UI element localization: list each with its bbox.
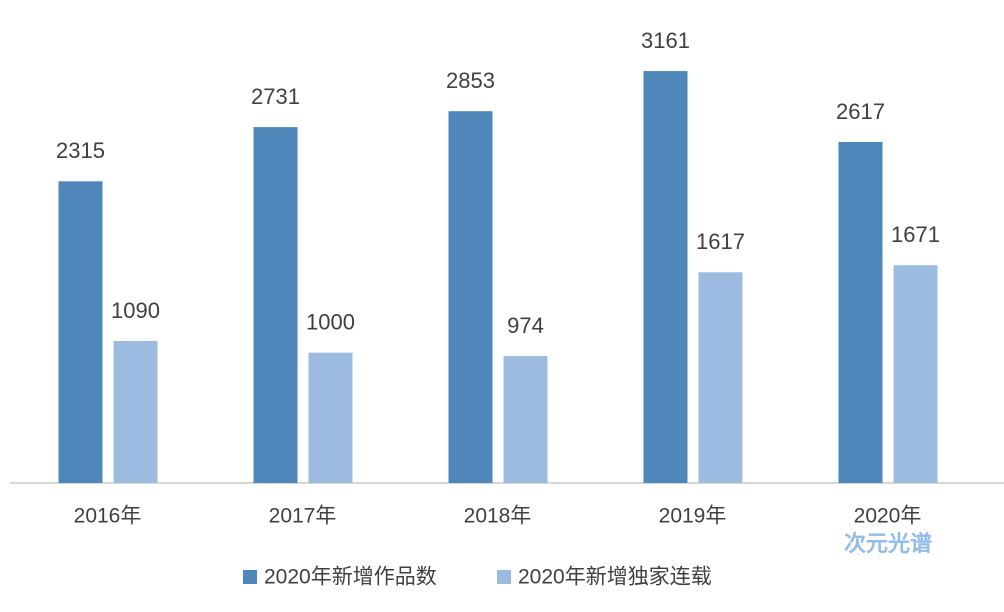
x-tick-label: 2017年: [269, 505, 337, 528]
value-label: 2315: [56, 138, 105, 163]
value-label: 2731: [251, 84, 300, 109]
bar: [698, 272, 743, 483]
value-label: 2617: [836, 99, 885, 124]
legend-swatch: [497, 570, 511, 584]
x-tick-label: 2019年: [659, 505, 727, 528]
value-label: 974: [507, 313, 544, 338]
bar: [113, 340, 158, 483]
bar: [838, 141, 883, 484]
watermark: 次元光谱: [844, 531, 932, 556]
value-label: 1671: [891, 222, 940, 247]
bar: [253, 127, 298, 483]
value-label: 1617: [696, 229, 745, 254]
bar: [448, 111, 493, 484]
bar: [503, 356, 548, 483]
value-label: 1090: [111, 298, 160, 323]
value-label: 3161: [641, 28, 690, 53]
bar: [58, 181, 103, 483]
x-tick-label: 2018年: [464, 505, 532, 528]
bar: [893, 265, 938, 483]
value-label: 2853: [446, 68, 495, 93]
legend-label: 2020年新增独家连载: [518, 566, 712, 589]
x-tick-label: 2016年: [74, 505, 142, 528]
x-tick-label: 2020年: [854, 505, 922, 528]
legend-label: 2020年新增作品数: [264, 566, 437, 589]
legend-swatch: [243, 570, 257, 584]
bar: [643, 71, 688, 484]
bar: [308, 352, 353, 483]
value-label: 1000: [306, 309, 355, 334]
